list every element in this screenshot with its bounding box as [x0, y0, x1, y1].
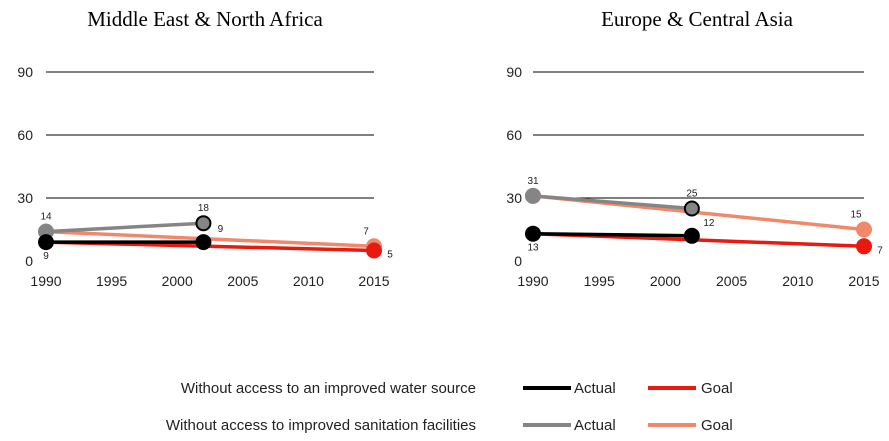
legend-label-actual: Actual [574, 417, 616, 434]
legend-row-label: Without access to an improved water sour… [181, 380, 476, 397]
data-label: 14 [40, 212, 52, 223]
x-tick-label: 1995 [96, 273, 127, 289]
series-line-water-actual [531, 231, 694, 238]
data-point-sanitation-actual [525, 187, 541, 204]
x-tick-label: 2015 [848, 273, 879, 289]
data-label: 12 [703, 218, 715, 229]
x-tick-label: 1990 [517, 273, 548, 289]
y-tick-label: 30 [506, 190, 522, 206]
y-tick-label: 0 [514, 253, 522, 269]
chart-title: Europe & Central Asia [601, 7, 794, 31]
data-point-water-actual [38, 234, 54, 251]
data-label: 7 [363, 226, 369, 237]
data-label: 5 [387, 250, 393, 261]
legend-label-goal: Goal [701, 380, 733, 397]
y-tick-label: 60 [506, 127, 522, 143]
data-point-sanitation-actual [683, 200, 700, 217]
chart-panel-2: Europe & Central Asia 0 30 60 90 1990 1995 2000… [506, 7, 883, 289]
series-line-sanitation-actual [44, 221, 206, 234]
legend-label-goal: Goal [701, 417, 733, 434]
legend: Without access to an improved water sour… [166, 380, 733, 434]
y-tick-label: 90 [17, 64, 33, 80]
data-point-water-actual [683, 227, 700, 244]
data-label: 15 [850, 210, 862, 221]
legend-row-1: Without access to an improved water sour… [181, 380, 733, 397]
data-point-water-actual [195, 234, 212, 251]
y-tick-label: 90 [506, 64, 522, 80]
data-label: 7 [877, 245, 883, 256]
series-line-sanitation-actual [531, 194, 694, 211]
x-tick-label: 2005 [227, 273, 258, 289]
x-tick-label: 2005 [716, 273, 747, 289]
data-label: 25 [686, 189, 698, 200]
x-tick-label: 2000 [162, 273, 193, 289]
y-tick-label: 60 [17, 127, 33, 143]
chart-panel-1: Middle East & North Africa 0 30 60 90 1990 199… [17, 7, 393, 289]
y-tick-label: 30 [17, 190, 33, 206]
data-point-water-goal [856, 238, 872, 255]
data-point-water-actual [525, 225, 541, 242]
legend-row-2: Without access to improved sanitation fa… [166, 417, 733, 434]
x-tick-label: 1995 [584, 273, 615, 289]
x-tick-label: 2010 [293, 273, 324, 289]
data-point-sanitation-goal [856, 221, 872, 238]
chart-title: Middle East & North Africa [87, 7, 323, 31]
x-tick-label: 2000 [650, 273, 681, 289]
data-point-sanitation-actual [195, 215, 212, 232]
data-point-water-goal [366, 242, 382, 259]
x-tick-label: 1990 [30, 273, 61, 289]
legend-row-label: Without access to improved sanitation fa… [166, 417, 476, 434]
data-label: 13 [527, 243, 539, 254]
data-label: 18 [198, 203, 210, 214]
data-label: 31 [527, 176, 539, 187]
x-tick-label: 2015 [358, 273, 389, 289]
data-label: 9 [43, 251, 49, 262]
data-label: 9 [218, 224, 224, 235]
legend-label-actual: Actual [574, 380, 616, 397]
y-tick-label: 0 [25, 253, 33, 269]
x-tick-label: 2010 [782, 273, 813, 289]
